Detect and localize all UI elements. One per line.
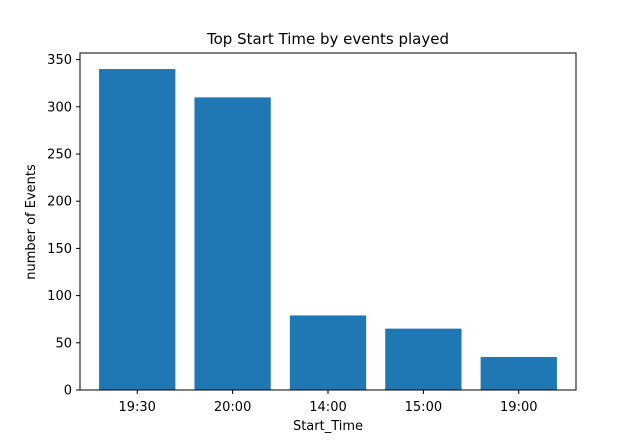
- bars-group: [99, 69, 557, 391]
- x-tick-label: 19:00: [500, 400, 537, 415]
- bar-19:30: [99, 69, 176, 391]
- bar-20:00: [194, 97, 271, 390]
- x-tick-label: 20:00: [214, 400, 251, 415]
- x-tick-label: 14:00: [309, 400, 346, 415]
- y-tick-label: 0: [64, 384, 72, 399]
- y-tick-label: 50: [55, 336, 72, 351]
- y-tick-label: 300: [47, 100, 72, 115]
- y-tick-label: 150: [47, 242, 72, 257]
- x-axis-label: Start_Time: [293, 419, 363, 434]
- chart-title: Top Start Time by events played: [206, 30, 449, 48]
- y-axis-label: number of Events: [24, 164, 39, 280]
- y-axis: 0 50 100 150 200 250 300 350: [47, 53, 80, 399]
- bar-14:00: [289, 315, 367, 390]
- bar-15:00: [385, 328, 462, 390]
- bar-19:00: [480, 356, 557, 390]
- x-tick-label: 19:30: [118, 400, 155, 415]
- y-tick-label: 200: [47, 195, 72, 210]
- y-tick-label: 350: [47, 53, 72, 68]
- y-tick-label: 250: [47, 148, 72, 163]
- x-axis: 19:30 20:00 14:00 15:00 19:00: [118, 390, 538, 415]
- axes-frame: [79, 52, 577, 391]
- x-tick-label: 15:00: [405, 400, 442, 415]
- y-tick-label: 100: [47, 289, 72, 304]
